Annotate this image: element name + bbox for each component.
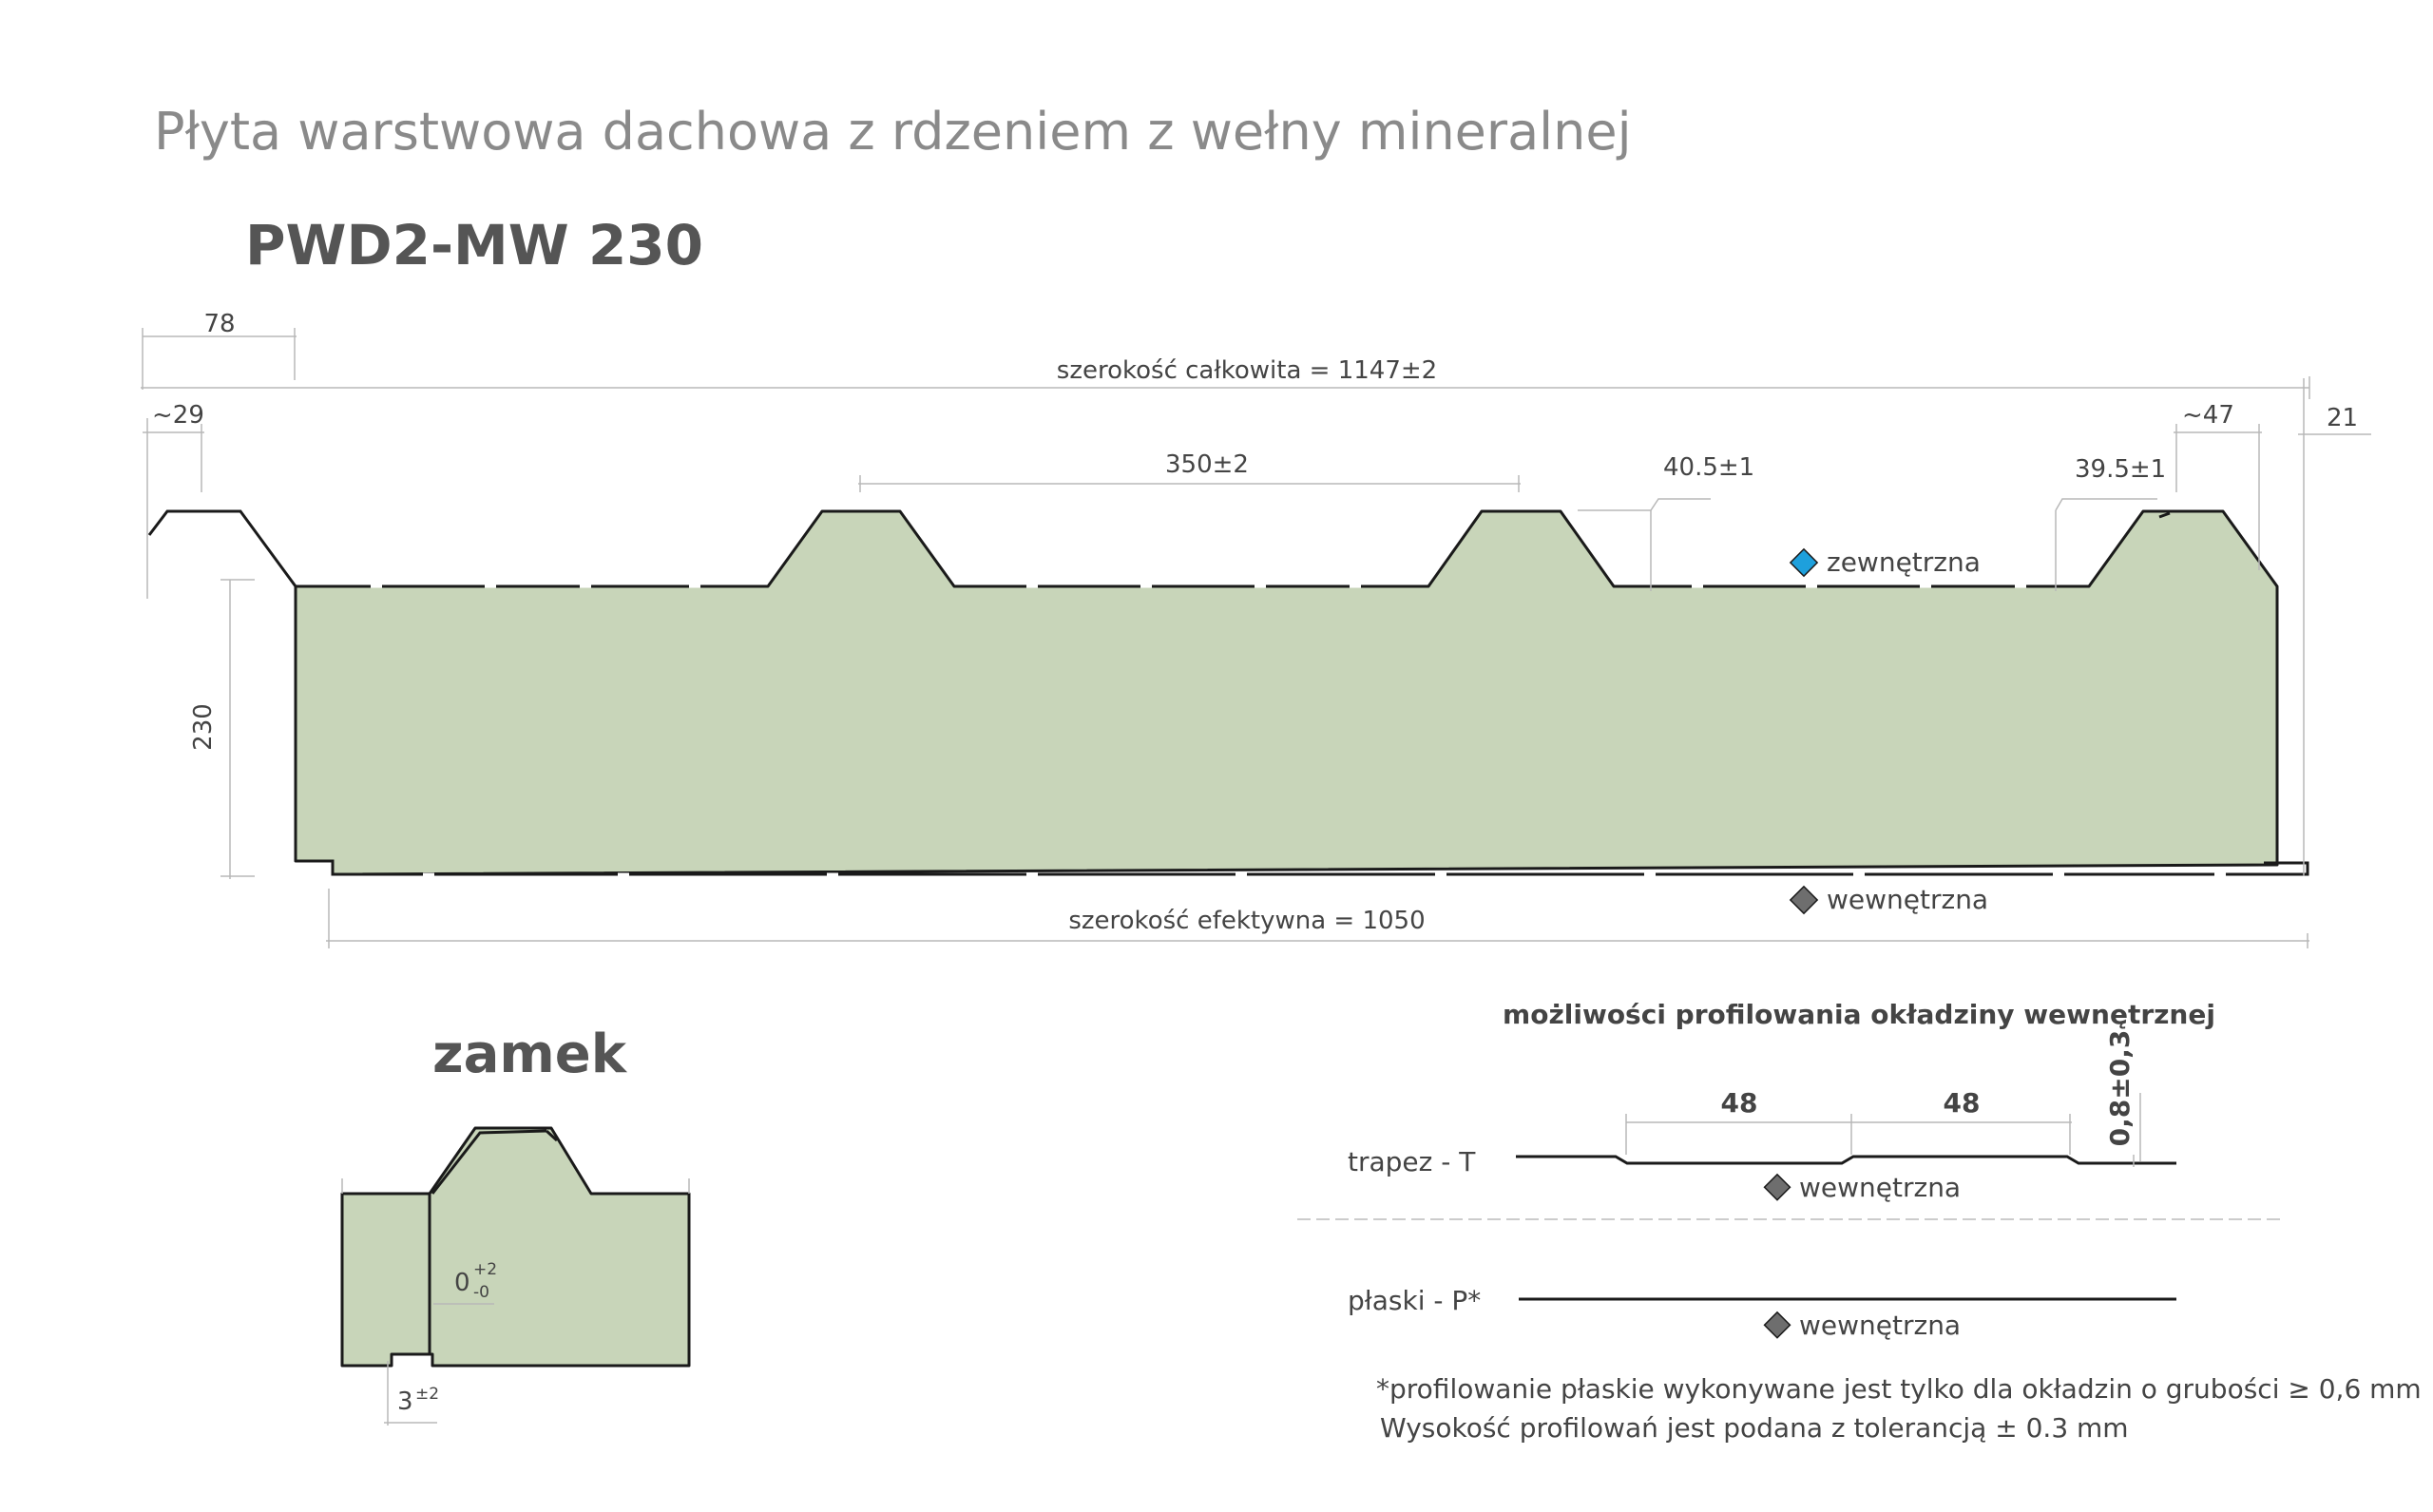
flat-side-label: wewnętrzna xyxy=(1799,1310,1961,1341)
trapez-label: trapez - T xyxy=(1348,1146,1476,1177)
dim-230: 230 xyxy=(189,703,218,751)
note-line-2: Wysokość profilowań jest podana z tolera… xyxy=(1380,1412,2129,1444)
dim-21: 21 xyxy=(2327,404,2358,432)
trapez-inner-diamond xyxy=(1763,1173,1791,1201)
right-rib-step xyxy=(2158,511,2171,519)
dim-effective-width: szerokość efektywna = 1050 xyxy=(1068,907,1425,935)
page-title: Płyta warstwowa dachowa z rdzeniem z weł… xyxy=(154,102,1632,162)
trapez-side-label: wewnętrzna xyxy=(1799,1172,1961,1203)
bottom-sheet xyxy=(296,859,2277,876)
lock-detail xyxy=(340,1126,691,1426)
trapez-dim-b: 48 xyxy=(1944,1087,1981,1119)
lock-tolerance-plus: +2 xyxy=(473,1260,497,1279)
profiling-title: możliwości profilowania okładziny wewnęt… xyxy=(1503,999,2215,1030)
outer-side-diamond xyxy=(1789,547,1819,578)
dim-total-width: szerokość całkowita = 1147±2 xyxy=(1057,356,1437,385)
trapez-height: 0,8±0,3 xyxy=(2104,1030,2136,1147)
lock-inner-lip xyxy=(431,1129,547,1195)
flat-profile: płaski - P* wewnętrzna xyxy=(1348,1285,2176,1341)
dim-78: 78 xyxy=(203,310,235,338)
model-name: PWD2-MW 230 xyxy=(245,213,703,278)
dim-29: ~29 xyxy=(152,401,204,430)
inner-side-label: wewnętrzna xyxy=(1827,884,1988,915)
lock-tolerance-base: 0 xyxy=(454,1269,470,1297)
panel-cross-section xyxy=(147,509,2309,876)
dim-47: ~47 xyxy=(2182,401,2234,430)
lock-title: zamek xyxy=(432,1024,628,1085)
flat-label: płaski - P* xyxy=(1348,1285,1481,1316)
note-line-1: *profilowanie płaskie wykonywane jest ty… xyxy=(1376,1373,2422,1405)
outer-side-label: zewnętrzna xyxy=(1827,546,1981,578)
lock-core xyxy=(340,1126,691,1368)
trapez-dim-a: 48 xyxy=(1721,1087,1758,1119)
flat-inner-diamond xyxy=(1763,1311,1791,1339)
dimension-lines xyxy=(141,328,2371,948)
left-overhang xyxy=(147,509,297,587)
right-lower-lip xyxy=(2264,861,2309,876)
lock-gap-tolerance: ±2 xyxy=(415,1385,439,1404)
dim-39-5: 39.5±1 xyxy=(2075,455,2166,484)
trapez-line xyxy=(1516,1155,2176,1165)
dim-40-5: 40.5±1 xyxy=(1663,453,1754,482)
trapez-profile: trapez - T 48 48 0,8±0,3 wewnętrzna xyxy=(1348,1030,2176,1203)
lock-tolerance-minus: -0 xyxy=(473,1283,489,1302)
dim-350: 350±2 xyxy=(1165,450,1249,479)
lock-lip-end xyxy=(545,1129,559,1142)
side-legend: zewnętrzna wewnętrzna xyxy=(1789,546,1988,915)
lock-gap-base: 3 xyxy=(397,1388,413,1416)
inner-side-diamond xyxy=(1789,885,1819,915)
